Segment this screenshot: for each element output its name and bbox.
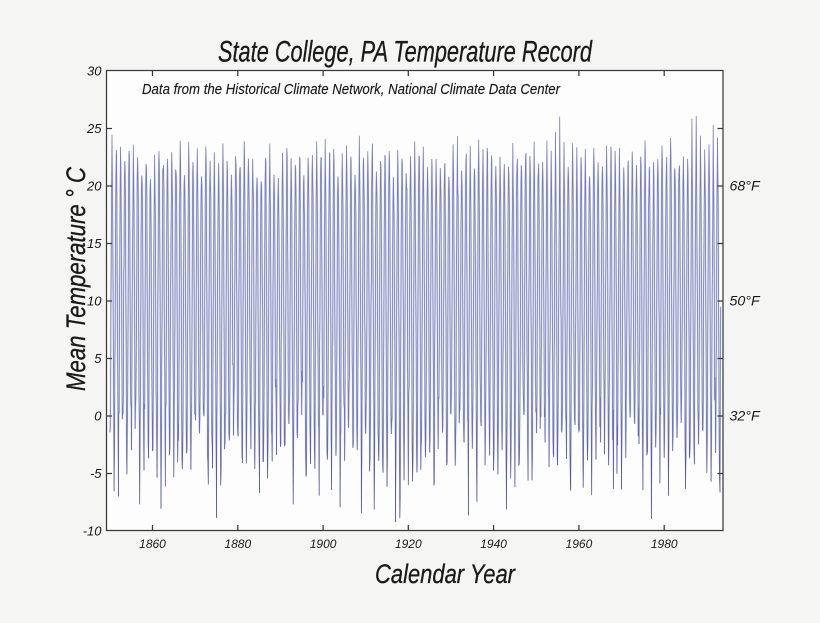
svg-text:50°F: 50°F [730,293,761,309]
svg-text:State College, PA Temperature: State College, PA Temperature Record [218,36,593,69]
svg-text:1960: 1960 [566,537,593,551]
svg-text:-5: -5 [90,466,102,481]
svg-text:32°F: 32°F [730,408,761,424]
svg-text:1920: 1920 [395,537,422,551]
svg-text:1980: 1980 [651,537,678,551]
svg-text:-10: -10 [83,524,103,539]
svg-text:1880: 1880 [224,537,251,551]
svg-text:68°F: 68°F [730,178,761,194]
svg-text:10: 10 [87,294,102,309]
svg-text:15: 15 [87,236,102,251]
svg-text:25: 25 [86,121,102,136]
svg-text:0: 0 [94,409,102,424]
svg-text:1900: 1900 [310,537,337,551]
svg-text:5: 5 [94,351,102,366]
svg-text:1860: 1860 [139,537,166,551]
svg-text:1940: 1940 [480,537,507,551]
svg-text:Calendar Year: Calendar Year [375,559,516,589]
svg-text:20: 20 [86,179,102,194]
svg-text:30: 30 [87,64,102,79]
svg-text:Data from the Historical Clima: Data from the Historical Climate Network… [142,82,561,98]
svg-text:Mean Temperature ° C: Mean Temperature ° C [61,167,91,391]
